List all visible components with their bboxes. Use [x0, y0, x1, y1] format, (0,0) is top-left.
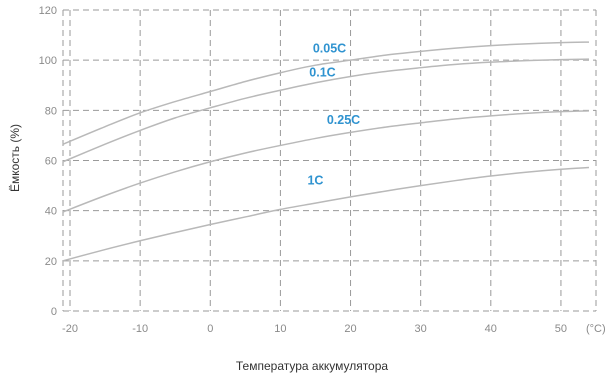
y-tick-label-40: 40 — [45, 206, 57, 218]
x-tick-label-0: 0 — [207, 323, 213, 335]
x-axis-label: Температура аккумулятора — [236, 359, 389, 373]
x-tick-label-10: 10 — [274, 323, 286, 335]
x-tick-label-30: 30 — [415, 323, 427, 335]
y-tick-label-80: 80 — [45, 105, 57, 117]
x-tick-label--10: -10 — [132, 323, 148, 335]
x-tick-label-50: 50 — [555, 323, 567, 335]
y-tick-label-60: 60 — [45, 156, 57, 168]
x-tick-label-20: 20 — [344, 323, 356, 335]
series-line-0.1C — [62, 58, 590, 163]
tick-labels: 0 20 40 60 80 100 120 -20 -10 0 10 20 30 40 50 — [39, 5, 567, 335]
series-line-0.05C — [62, 41, 590, 145]
x-tick-label-40: 40 — [485, 323, 497, 335]
series-line-1C — [62, 166, 590, 262]
x-tick-label--20: -20 — [62, 323, 78, 335]
series-label-0.25C: 0.25C — [327, 113, 360, 127]
axes — [62, 10, 596, 312]
x-unit-label: (°C) — [586, 323, 606, 335]
series-curves — [62, 41, 590, 262]
series-labels: 0.05C 0.1C 0.25C 1C — [307, 42, 360, 188]
y-tick-label-120: 120 — [39, 5, 57, 17]
series-label-0.1C: 0.1C — [309, 65, 335, 79]
series-label-0.05C: 0.05C — [313, 42, 346, 56]
y-tick-label-100: 100 — [39, 55, 57, 67]
y-tick-label-20: 20 — [45, 256, 57, 268]
series-line-0.25C — [62, 110, 590, 213]
grid-lines — [63, 9, 597, 311]
y-axis-label: Ёмкость (%) — [8, 124, 22, 192]
series-label-1C: 1C — [307, 173, 323, 187]
y-tick-label-0: 0 — [51, 306, 57, 318]
